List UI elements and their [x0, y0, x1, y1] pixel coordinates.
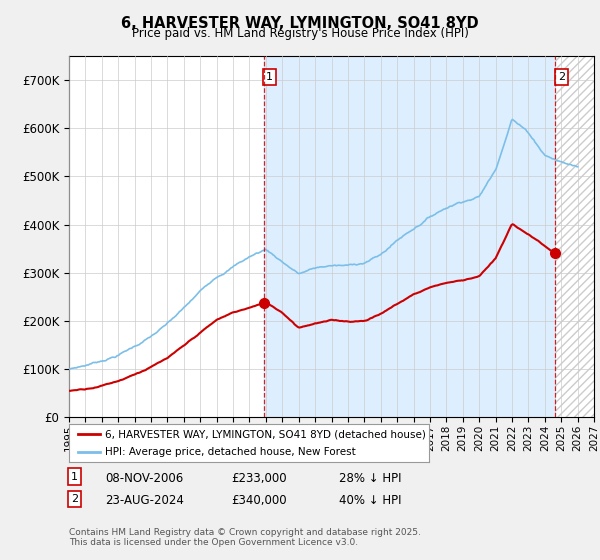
Text: 23-AUG-2024: 23-AUG-2024: [105, 494, 184, 507]
Text: HPI: Average price, detached house, New Forest: HPI: Average price, detached house, New …: [105, 447, 356, 457]
Text: 08-NOV-2006: 08-NOV-2006: [105, 472, 183, 484]
Text: £340,000: £340,000: [231, 494, 287, 507]
Text: Price paid vs. HM Land Registry's House Price Index (HPI): Price paid vs. HM Land Registry's House …: [131, 27, 469, 40]
Text: 2: 2: [558, 72, 565, 82]
Text: 6, HARVESTER WAY, LYMINGTON, SO41 8YD (detached house): 6, HARVESTER WAY, LYMINGTON, SO41 8YD (d…: [105, 429, 426, 439]
Text: 6, HARVESTER WAY, LYMINGTON, SO41 8YD: 6, HARVESTER WAY, LYMINGTON, SO41 8YD: [121, 16, 479, 31]
Text: 1: 1: [71, 472, 78, 482]
Text: 28% ↓ HPI: 28% ↓ HPI: [339, 472, 401, 484]
Bar: [263, 56, 555, 417]
Text: 1: 1: [266, 72, 273, 82]
Text: 2: 2: [71, 494, 78, 504]
Text: £233,000: £233,000: [231, 472, 287, 484]
Text: Contains HM Land Registry data © Crown copyright and database right 2025.
This d: Contains HM Land Registry data © Crown c…: [69, 528, 421, 547]
Text: 40% ↓ HPI: 40% ↓ HPI: [339, 494, 401, 507]
